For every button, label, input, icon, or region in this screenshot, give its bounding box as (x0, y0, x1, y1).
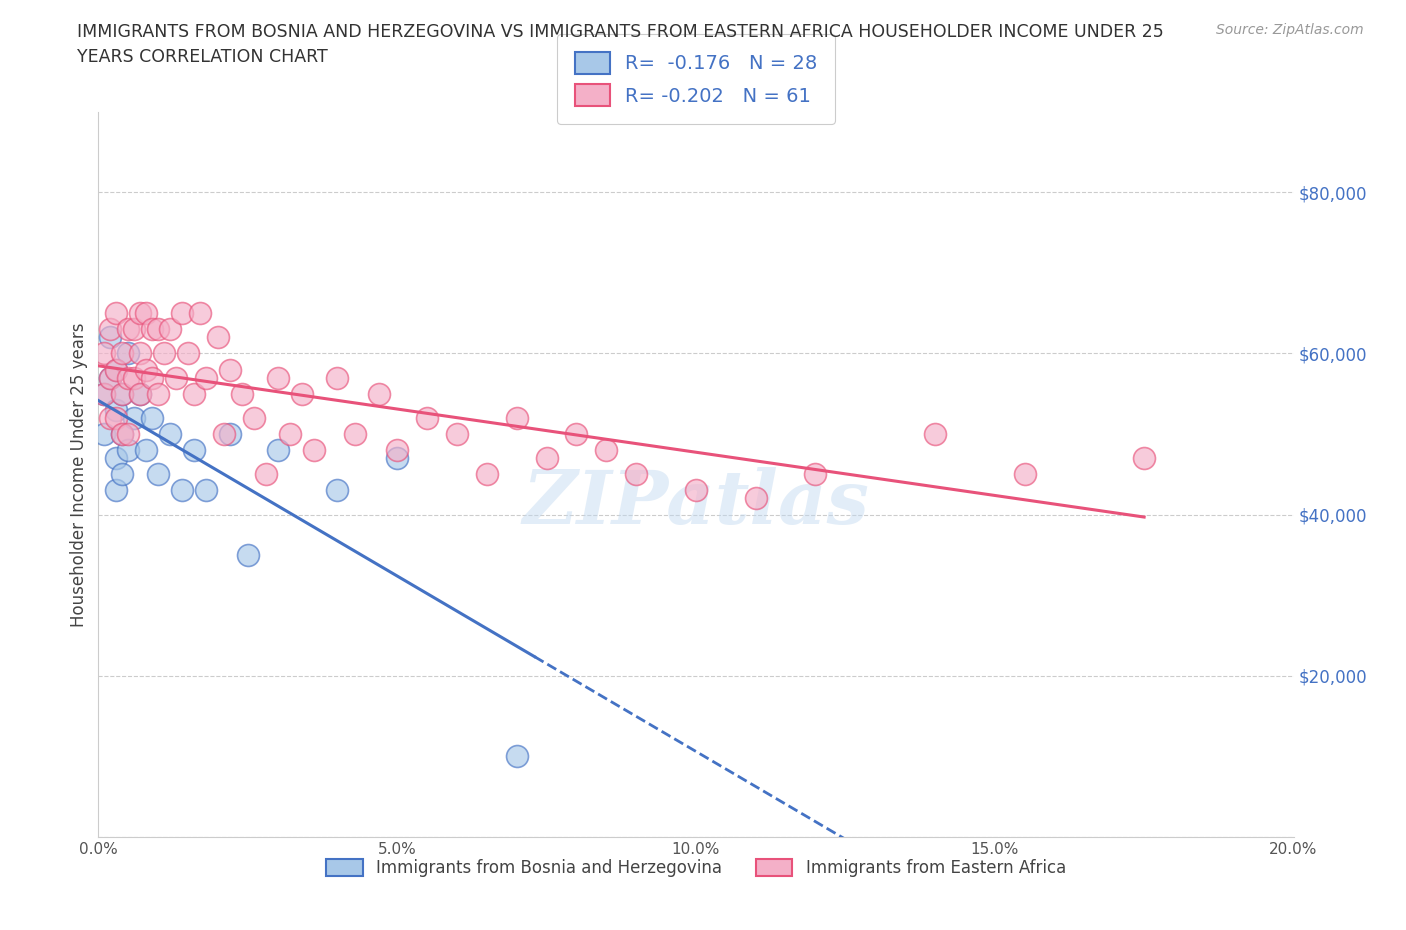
Point (129, 306, 152, 321)
Point (105, 362, 128, 377)
Point (98, 370, 122, 385)
Point (595, 443, 617, 458)
Y-axis label: Householder Income Under 25 years: Householder Income Under 25 years (70, 322, 89, 627)
Point (231, 386, 253, 401)
Point (117, 370, 139, 385)
Point (685, 483, 707, 498)
Point (177, 346, 200, 361)
Point (267, 443, 290, 458)
Point (188, 306, 211, 321)
Point (135, 306, 157, 321)
Point (98, 410, 122, 425)
Point (385, 443, 409, 458)
Point (172, 306, 194, 321)
Point (93, 346, 115, 361)
Point (111, 386, 134, 401)
Point (195, 483, 218, 498)
Point (105, 410, 128, 425)
Point (124, 322, 146, 337)
Point (804, 467, 827, 482)
Point (302, 443, 325, 458)
Point (446, 427, 468, 442)
Legend: Immigrants from Bosnia and Herzegovina, Immigrants from Eastern Africa: Immigrants from Bosnia and Herzegovina, … (314, 845, 1078, 890)
Point (105, 403, 128, 418)
Point (141, 370, 163, 385)
Point (1133, 451, 1156, 466)
Point (141, 410, 163, 425)
Point (105, 306, 128, 321)
Point (148, 322, 170, 337)
Point (1014, 467, 1036, 482)
Text: IMMIGRANTS FROM BOSNIA AND HERZEGOVINA VS IMMIGRANTS FROM EASTERN AFRICA HOUSEHO: IMMIGRANTS FROM BOSNIA AND HERZEGOVINA V… (77, 23, 1164, 41)
Point (129, 346, 152, 361)
Point (135, 443, 157, 458)
Text: Source: ZipAtlas.com: Source: ZipAtlas.com (1216, 23, 1364, 37)
Point (124, 370, 146, 385)
Point (626, 467, 648, 482)
Point (385, 451, 409, 466)
Point (536, 451, 558, 466)
Point (111, 386, 134, 401)
Point (129, 386, 152, 401)
Point (243, 410, 266, 425)
Point (111, 427, 134, 442)
Point (219, 427, 242, 442)
Point (565, 427, 588, 442)
Text: ZIPatlas: ZIPatlas (523, 467, 869, 539)
Text: YEARS CORRELATION CHART: YEARS CORRELATION CHART (77, 48, 328, 66)
Point (195, 370, 218, 385)
Point (93, 427, 115, 442)
Point (159, 322, 181, 337)
Point (129, 386, 152, 401)
Point (254, 467, 277, 482)
Point (236, 548, 259, 563)
Point (153, 346, 176, 361)
Point (93, 386, 115, 401)
Point (159, 427, 181, 442)
Point (105, 483, 128, 498)
Point (148, 467, 170, 482)
Point (111, 427, 134, 442)
Point (165, 370, 187, 385)
Point (745, 491, 768, 506)
Point (219, 362, 242, 377)
Point (368, 386, 391, 401)
Point (93, 386, 115, 401)
Point (183, 386, 205, 401)
Point (183, 443, 205, 458)
Point (267, 370, 290, 385)
Point (475, 467, 498, 482)
Point (172, 483, 194, 498)
Point (278, 427, 301, 442)
Point (98, 330, 122, 345)
Point (212, 427, 235, 442)
Point (105, 451, 128, 466)
Point (105, 362, 128, 377)
Point (124, 410, 146, 425)
Point (117, 443, 139, 458)
Point (141, 322, 163, 337)
Point (207, 330, 229, 345)
Point (326, 370, 349, 385)
Point (98, 370, 122, 385)
Point (98, 322, 122, 337)
Point (117, 346, 139, 361)
Point (117, 322, 139, 337)
Point (111, 467, 134, 482)
Point (506, 749, 529, 764)
Point (135, 362, 157, 377)
Point (291, 386, 314, 401)
Point (416, 410, 439, 425)
Point (506, 410, 529, 425)
Point (326, 483, 349, 498)
Point (148, 386, 170, 401)
Point (924, 427, 946, 442)
Point (111, 346, 134, 361)
Point (344, 427, 367, 442)
Point (117, 427, 139, 442)
